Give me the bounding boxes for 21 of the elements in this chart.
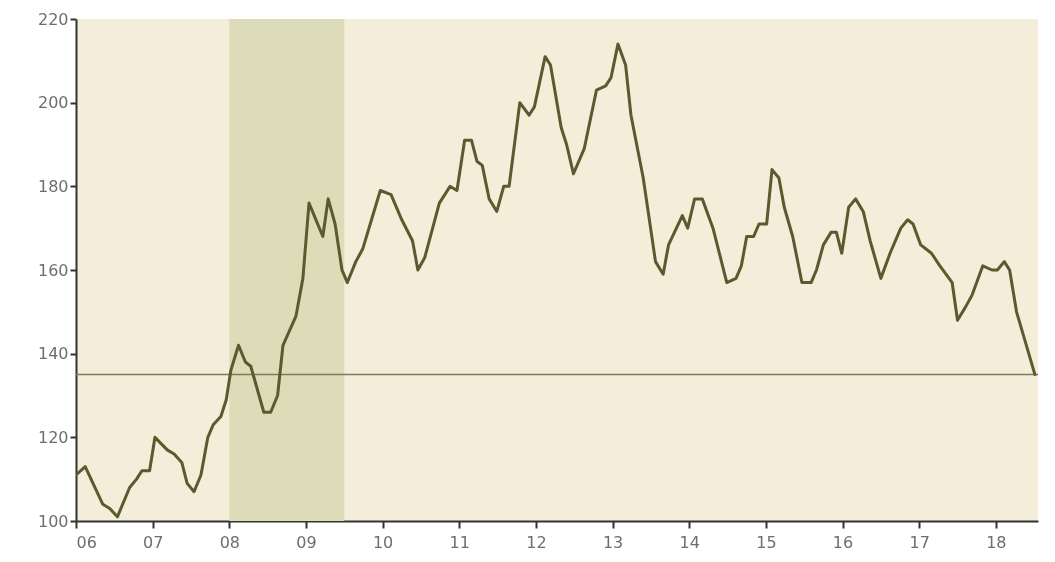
y-tick-label: 220 bbox=[37, 9, 69, 29]
x-tick-label: 06 bbox=[76, 532, 97, 552]
x-tick-label: 07 bbox=[142, 532, 164, 552]
x-tick-label: 08 bbox=[219, 532, 240, 552]
x-tick-label: 12 bbox=[526, 532, 547, 552]
x-tick-label: 10 bbox=[372, 532, 394, 552]
x-tick-label: 09 bbox=[296, 532, 317, 552]
y-tick-label: 180 bbox=[37, 176, 69, 196]
x-tick-label: 16 bbox=[832, 532, 854, 552]
x-tick-label: 14 bbox=[679, 532, 700, 552]
y-tick-label: 200 bbox=[37, 93, 69, 113]
y-tick-label: 160 bbox=[37, 260, 69, 280]
y-tick-label: 120 bbox=[37, 427, 69, 447]
y-tick-label: 100 bbox=[37, 511, 69, 531]
x-tick-label: 15 bbox=[756, 532, 777, 552]
line-series bbox=[76, 42, 1037, 519]
x-tick-label: 13 bbox=[602, 532, 624, 552]
x-tick-label: 17 bbox=[909, 532, 930, 552]
x-tick-label: 18 bbox=[986, 532, 1007, 552]
x-tick-label: 11 bbox=[449, 532, 470, 552]
y-tick-label: 140 bbox=[37, 344, 69, 364]
